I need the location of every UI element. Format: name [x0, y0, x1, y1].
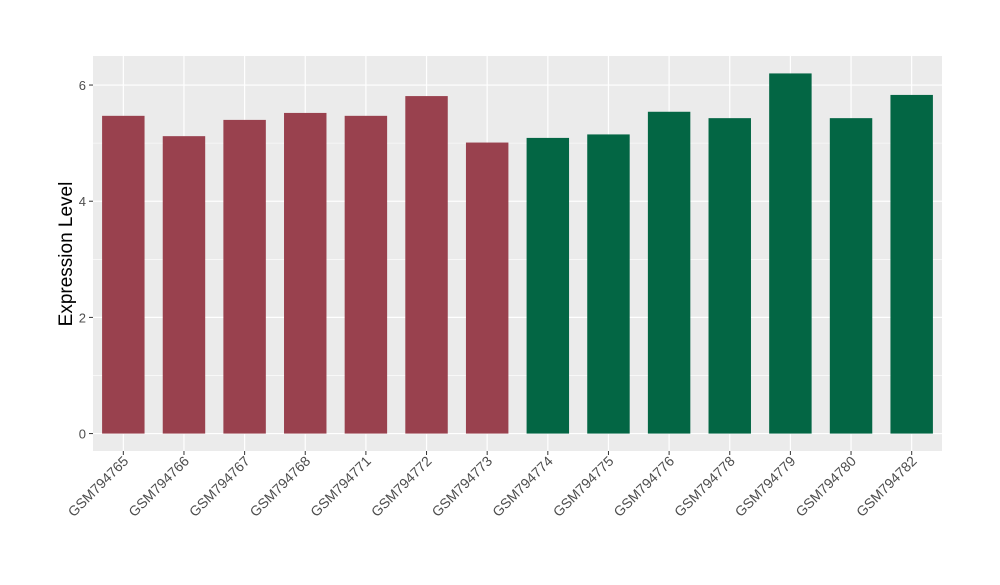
- bar-GSM794776: [647, 111, 691, 434]
- plot-panel: [93, 56, 942, 451]
- y-tick-label: 6: [79, 78, 86, 93]
- bar-GSM794774: [526, 137, 570, 434]
- y-tick-label: 4: [79, 194, 86, 209]
- x-axis: GSM794765GSM794766GSM794767GSM794768GSM7…: [65, 451, 920, 520]
- x-tick-label: GSM794780: [792, 453, 859, 520]
- y-axis-title: Expression Level: [56, 182, 77, 327]
- bar-GSM794771: [344, 115, 388, 434]
- x-tick-label: GSM794767: [186, 453, 253, 520]
- x-tick-label: GSM794765: [65, 453, 132, 520]
- x-tick-label: GSM794778: [671, 453, 738, 520]
- y-tick-label: 2: [79, 310, 86, 325]
- x-tick-label: GSM794776: [610, 453, 677, 520]
- bar-GSM794768: [284, 112, 327, 434]
- y-tick-label: 0: [79, 427, 86, 442]
- bar-GSM794767: [223, 119, 266, 434]
- bar-GSM794775: [587, 134, 630, 434]
- x-tick-label: GSM794779: [732, 453, 799, 520]
- bar-GSM794766: [162, 136, 206, 434]
- bar-GSM794778: [708, 118, 751, 434]
- x-tick-label: GSM794771: [307, 453, 374, 520]
- y-axis: 0 2 4 6: [79, 78, 93, 442]
- bar-GSM794765: [102, 115, 145, 434]
- bar-GSM794780: [829, 118, 873, 434]
- x-tick-label: GSM794774: [489, 453, 556, 520]
- x-tick-label: GSM794772: [368, 453, 435, 520]
- bar-GSM794779: [769, 73, 812, 434]
- bar-GSM794773: [465, 142, 509, 434]
- x-tick-label: GSM794766: [125, 453, 192, 520]
- x-tick-label: GSM794768: [246, 453, 313, 520]
- x-tick-label: GSM794782: [853, 453, 920, 520]
- bars: [102, 73, 933, 434]
- x-tick-label: GSM794775: [550, 453, 617, 520]
- bar-GSM794772: [405, 96, 448, 434]
- x-tick-label: GSM794773: [428, 453, 495, 520]
- bar-GSM794782: [890, 94, 933, 434]
